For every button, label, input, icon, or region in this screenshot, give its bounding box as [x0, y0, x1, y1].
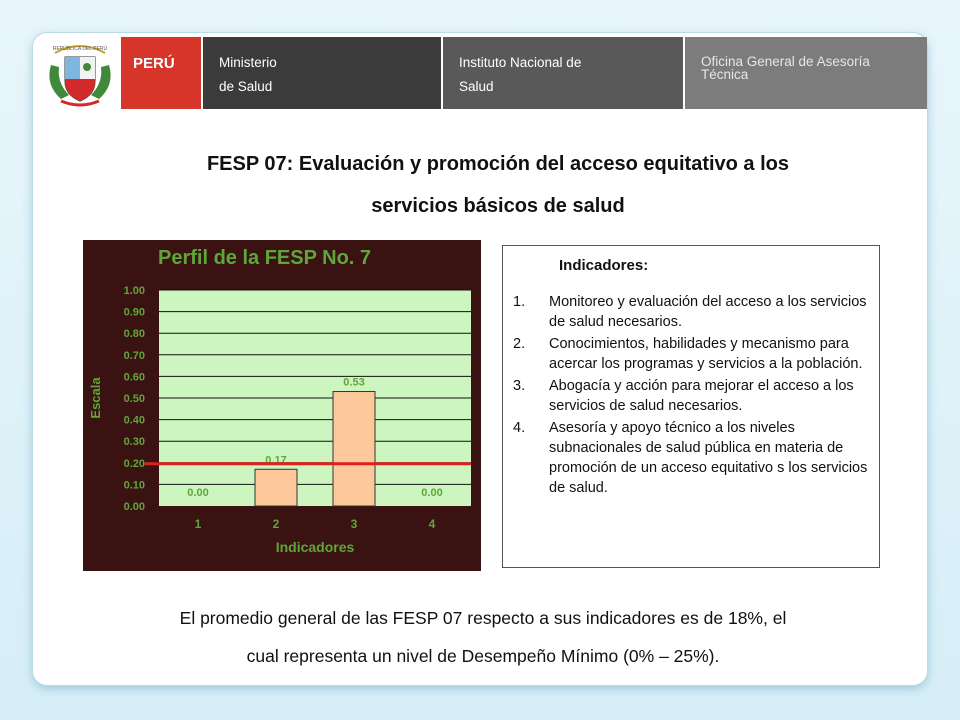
data-label: 0.00 — [187, 487, 208, 499]
office-block: Oficina General de Asesoría Técnica — [685, 37, 927, 109]
header-banner: REPÚBLICA DEL PERÚ PERÚ Ministerio de Sa… — [33, 33, 927, 113]
crest-text: REPÚBLICA DEL PERÚ — [53, 45, 108, 52]
y-tick-label: 0.90 — [124, 307, 145, 319]
country-block: PERÚ — [121, 37, 201, 109]
x-tick-label: 4 — [429, 517, 436, 531]
y-tick-label: 0.40 — [124, 415, 145, 427]
ministry-line2: de Salud — [219, 79, 273, 94]
list-item-text: Monitoreo y evaluación del acceso a los … — [549, 294, 867, 330]
data-label: 0.53 — [343, 377, 364, 389]
slide: REPÚBLICA DEL PERÚ PERÚ Ministerio de Sa… — [33, 33, 927, 685]
y-axis-label: Escala — [88, 377, 103, 419]
indicators-list: 1. Monitoreo y evaluación del acceso a lo… — [513, 292, 873, 500]
page-title: FESP 07: Evaluación y promoción del acce… — [133, 143, 863, 227]
institute-line1: Instituto Nacional de — [459, 55, 582, 70]
list-item-text: Asesoría y apoyo técnico a los niveles s… — [549, 420, 868, 496]
institute-block: Instituto Nacional de Salud — [443, 37, 683, 109]
list-item: 3. Abogacía y acción para mejorar el acce… — [513, 376, 873, 416]
office-line1: Oficina General de Asesoría Técnica — [701, 54, 921, 82]
x-tick-label: 1 — [195, 517, 202, 531]
y-tick-label: 0.70 — [124, 350, 145, 362]
y-tick-label: 0.50 — [124, 393, 145, 405]
y-tick-label: 0.60 — [124, 371, 145, 383]
bar — [254, 468, 298, 507]
x-tick-label: 3 — [351, 517, 358, 531]
summary-line2: cual representa un nivel de Desempeño Mí… — [246, 646, 720, 666]
y-tick-label: 1.00 — [124, 285, 145, 297]
x-axis-label: Indicadores — [276, 539, 355, 555]
office-line1-text: Oficina General de Asesoría — [701, 54, 870, 69]
fesp-bar-chart: Perfil de la FESP No. 7 0.00 0.10 0.20 0.30 0… — [83, 240, 481, 571]
indicators-box: Indicadores: 1. Monitoreo y evaluación de… — [502, 245, 880, 568]
y-tick-label: 0.20 — [124, 458, 145, 470]
y-tick-label: 0.00 — [124, 501, 145, 513]
list-item-text: Conocimientos, habilidades y mecanismo p… — [549, 336, 863, 372]
data-label: 0.00 — [421, 487, 442, 499]
list-item-number: 3. — [513, 378, 526, 394]
x-tick-label: 2 — [273, 517, 280, 531]
list-item-text: Abogacía y acción para mejorar el acceso… — [549, 378, 854, 414]
summary-text: El promedio general de las FESP 07 respe… — [93, 599, 873, 675]
ministry-line1: Ministerio — [219, 55, 277, 70]
y-tick-label: 0.30 — [124, 436, 145, 448]
summary-line1: El promedio general de las FESP 07 respe… — [179, 608, 787, 628]
list-item: 4. Asesoría y apoyo técnico a los niveles… — [513, 418, 873, 498]
indicators-title: Indicadores: — [559, 257, 649, 274]
list-item-number: 2. — [513, 336, 526, 352]
bar — [332, 391, 376, 507]
title-line2: servicios básicos de salud — [371, 195, 625, 217]
office-line2: Técnica — [701, 67, 749, 82]
list-item: 1. Monitoreo y evaluación del acceso a lo… — [513, 292, 873, 332]
list-item: 2. Conocimientos, habilidades y mecanismo… — [513, 334, 873, 374]
chart-svg: Perfil de la FESP No. 7 0.00 0.10 0.20 0.30 0… — [88, 247, 471, 555]
ministry-block: Ministerio de Salud — [203, 37, 441, 109]
y-tick-label: 0.80 — [124, 328, 145, 340]
list-item-number: 1. — [513, 294, 526, 310]
country-label: PERÚ — [133, 55, 175, 72]
chart-title: Perfil de la FESP No. 7 — [158, 247, 371, 269]
list-item-number: 4. — [513, 420, 526, 436]
y-tick-label: 0.10 — [124, 479, 145, 491]
title-line1: FESP 07: Evaluación y promoción del acce… — [206, 153, 790, 175]
institute-line2: Salud — [459, 79, 494, 94]
coat-of-arms-logo: REPÚBLICA DEL PERÚ — [41, 37, 119, 109]
